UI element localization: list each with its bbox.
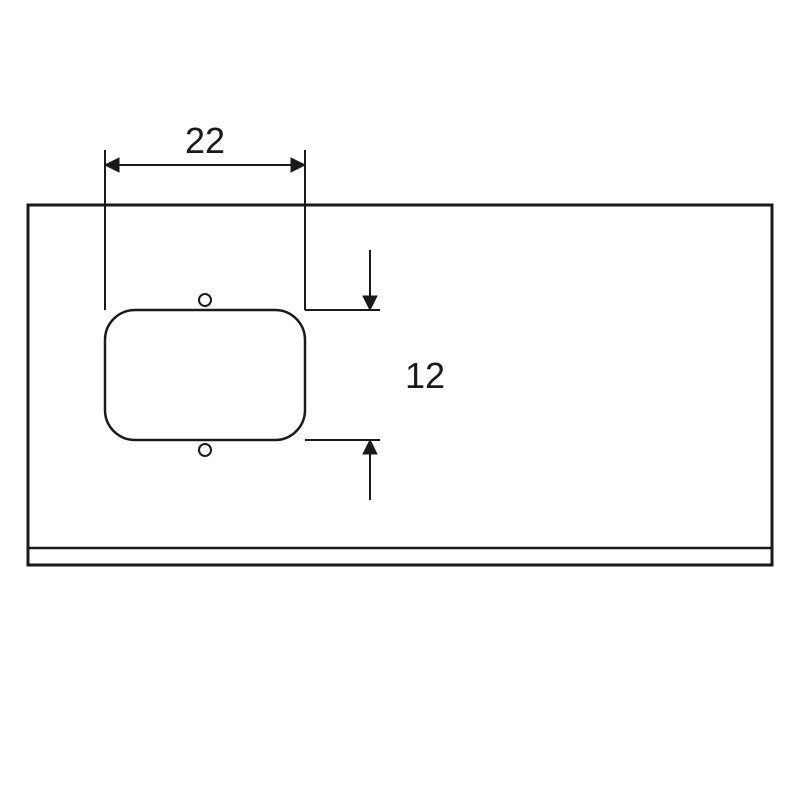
dimension-arrowhead [363,296,377,310]
technical-drawing: 22 12 [0,0,800,800]
countertop-outline [28,205,772,565]
dimension-arrowhead [291,158,305,172]
dimension-arrowhead [105,158,119,172]
sink-cutout [105,310,305,440]
hole-top [199,294,211,306]
dimension-arrowhead [363,440,377,454]
hole-bottom [199,444,211,456]
dim-label-width: 22 [185,120,225,161]
dim-label-height: 12 [405,355,445,396]
